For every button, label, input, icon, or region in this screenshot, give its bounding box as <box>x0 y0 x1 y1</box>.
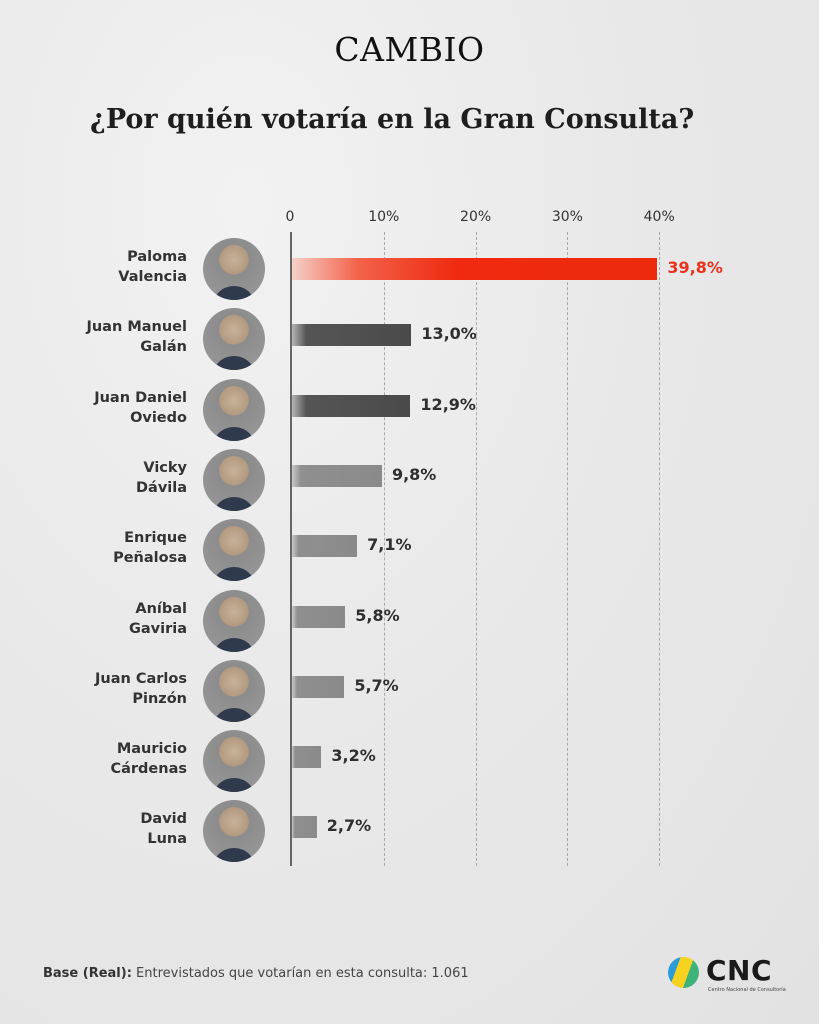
candidate-name: Juan Daniel Oviedo <box>27 388 187 428</box>
candidate-row: Vicky Dávila 9,8% <box>0 445 819 515</box>
photo-silhouette <box>212 286 256 300</box>
candidate-first-name: Juan Carlos <box>94 670 187 687</box>
cnc-logo: CNC Centro Nacional de Consultoría <box>668 954 788 997</box>
candidate-first-name: Mauricio <box>116 741 187 758</box>
gridline <box>659 232 661 866</box>
candidate-first-name: Juan Daniel <box>94 389 187 406</box>
candidate-photo <box>203 800 265 863</box>
candidate-last-name: Valencia <box>118 269 187 285</box>
x-tick-label: 20% <box>460 209 492 225</box>
candidate-last-name: Peñalosa <box>113 550 187 567</box>
candidate-first-name: David <box>140 811 187 828</box>
candidate-name: Juan Manuel Galán <box>27 317 187 357</box>
candidate-row: Enrique Peñalosa 7,1% <box>0 515 819 585</box>
candidate-photo <box>203 448 265 511</box>
photo-silhouette <box>212 778 256 793</box>
cnc-logo-text: CNC <box>706 954 773 987</box>
candidate-row: Mauricio Cárdenas 3,2% <box>0 726 819 796</box>
candidate-name: David Luna <box>27 809 187 849</box>
value-label: 39,8% <box>667 258 723 277</box>
bar <box>292 816 317 839</box>
value-label: 7,1% <box>367 535 412 555</box>
x-tick-label: 0 <box>285 209 295 225</box>
candidate-last-name: Gaviria <box>128 620 187 637</box>
candidate-row: Juan Manuel Galán 13,0% <box>0 304 819 374</box>
candidate-name: Aníbal Gaviria <box>27 599 187 639</box>
bar <box>292 746 322 769</box>
candidate-photo <box>203 308 265 371</box>
value-label: 3,2% <box>331 746 376 766</box>
bar <box>292 605 346 628</box>
bar <box>292 258 658 280</box>
photo-silhouette <box>212 356 256 371</box>
candidate-row: Aníbal Gaviria 5,8% <box>0 586 819 656</box>
photo-silhouette <box>212 567 256 582</box>
candidate-last-name: Cárdenas <box>110 761 187 778</box>
y-axis-line <box>290 232 292 866</box>
cnc-logo-icon <box>668 957 699 988</box>
x-tick-label: 30% <box>551 209 583 225</box>
bar <box>292 394 411 417</box>
value-label: 9,8% <box>391 464 437 484</box>
candidate-name: Mauricio Cárdenas <box>27 739 187 779</box>
candidate-first-name: Aníbal <box>135 600 187 617</box>
candidate-last-name: Luna <box>147 831 187 848</box>
value-label: 5,8% <box>355 605 400 625</box>
candidate-last-name: Dávila <box>136 479 187 496</box>
footnote-label: Base (Real): <box>43 966 132 981</box>
candidate-first-name: Enrique <box>124 530 187 547</box>
candidate-name: Enrique Peñalosa <box>27 528 187 568</box>
candidate-name: Juan Carlos Pinzón <box>27 669 187 709</box>
candidate-photo <box>203 519 265 582</box>
candidate-photo <box>203 589 265 652</box>
photo-silhouette <box>212 426 256 441</box>
bar <box>292 464 382 487</box>
x-tick-label: 10% <box>368 209 400 225</box>
candidate-first-name: Juan Manuel <box>86 319 187 336</box>
gridline <box>475 232 477 866</box>
candidate-photo <box>203 730 265 793</box>
bar <box>292 324 412 347</box>
gridline <box>567 232 569 866</box>
candidate-name: Vicky Dávila <box>27 458 187 498</box>
candidate-first-name: Paloma <box>127 249 187 265</box>
value-label: 2,7% <box>326 816 372 836</box>
candidate-last-name: Pinzón <box>132 690 187 707</box>
candidate-photo <box>203 659 265 722</box>
chart-title: ¿Por quién votaría en la Gran Consulta? <box>90 104 695 135</box>
candidate-photo <box>203 238 265 300</box>
photo-silhouette <box>212 848 256 863</box>
brand-logo: CAMBIO <box>334 30 485 69</box>
candidate-row: Juan Daniel Oviedo 12,9% <box>0 375 819 445</box>
candidate-last-name: Galán <box>140 339 187 356</box>
candidate-row: Paloma Valencia 39,8% <box>0 234 819 304</box>
photo-silhouette <box>212 496 256 511</box>
candidate-first-name: Vicky <box>143 459 187 476</box>
cnc-logo-subtitle: Centro Nacional de Consultoría <box>708 987 786 993</box>
candidate-row: David Luna 2,7% <box>0 796 819 866</box>
candidate-last-name: Oviedo <box>130 409 187 426</box>
footnote: Base (Real): Entrevistados que votarían … <box>43 966 469 981</box>
candidate-photo <box>203 378 265 441</box>
x-tick-label: 40% <box>643 209 675 225</box>
photo-silhouette <box>212 637 256 652</box>
gridline <box>383 232 385 866</box>
candidate-row: Juan Carlos Pinzón 5,7% <box>0 656 819 726</box>
value-label: 5,7% <box>354 675 399 695</box>
photo-silhouette <box>212 707 256 722</box>
value-label: 12,9% <box>420 394 476 414</box>
footnote-text: Entrevistados que votarían en esta consu… <box>131 966 469 981</box>
bar <box>292 535 358 558</box>
bar <box>292 675 345 698</box>
value-label: 13,0% <box>421 324 477 344</box>
candidate-name: Paloma Valencia <box>27 247 187 287</box>
